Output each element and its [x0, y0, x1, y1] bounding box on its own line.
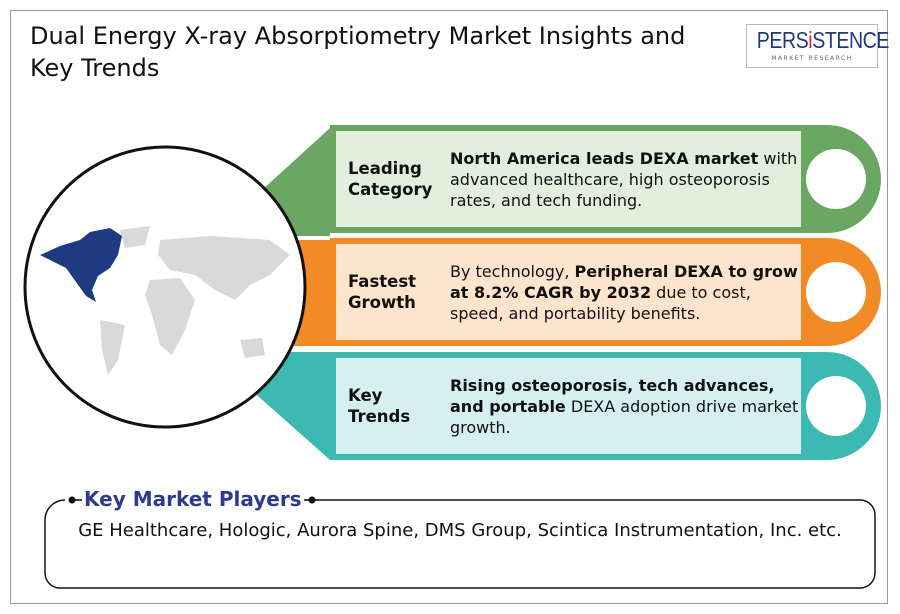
teal-circle-icon [806, 376, 866, 436]
players-box [44, 499, 876, 589]
players-title: Key Market Players [82, 487, 304, 511]
insight-key-trends: Key Trends Rising osteoporosis, tech adv… [335, 358, 800, 454]
insight-fastest-growth: Fastest Growth By technology, Peripheral… [335, 244, 800, 340]
infographic-frame [10, 10, 888, 604]
insight-description: By technology, Peripheral DEXA to grow a… [450, 261, 798, 323]
world-map-icon [40, 226, 290, 375]
north-america-highlight [40, 228, 122, 302]
insight-leading-category: Leading Category North America leads DEX… [335, 131, 800, 227]
insight-label: Leading Category [348, 159, 433, 199]
page-title: Dual Energy X-ray Absorptiometry Market … [30, 22, 686, 82]
players-list: GE Healthcare, Hologic, Aurora Spine, DM… [78, 520, 842, 541]
insight-label: Fastest Growth [348, 272, 417, 312]
orange-circle-icon [806, 262, 866, 322]
insight-description: North America leads DEXA market with adv… [450, 148, 798, 210]
green-circle-icon [806, 149, 866, 209]
insight-description: Rising osteoporosis, tech advances, and … [450, 375, 799, 437]
insight-label: Key Trends [348, 386, 411, 426]
persistence-logo: PERSiSTENCE MARKET RESEARCH [746, 24, 889, 68]
